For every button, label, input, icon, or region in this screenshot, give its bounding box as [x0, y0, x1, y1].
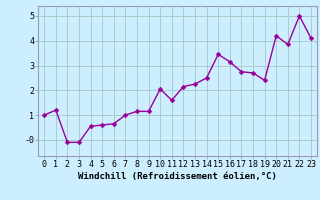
X-axis label: Windchill (Refroidissement éolien,°C): Windchill (Refroidissement éolien,°C)	[78, 172, 277, 181]
